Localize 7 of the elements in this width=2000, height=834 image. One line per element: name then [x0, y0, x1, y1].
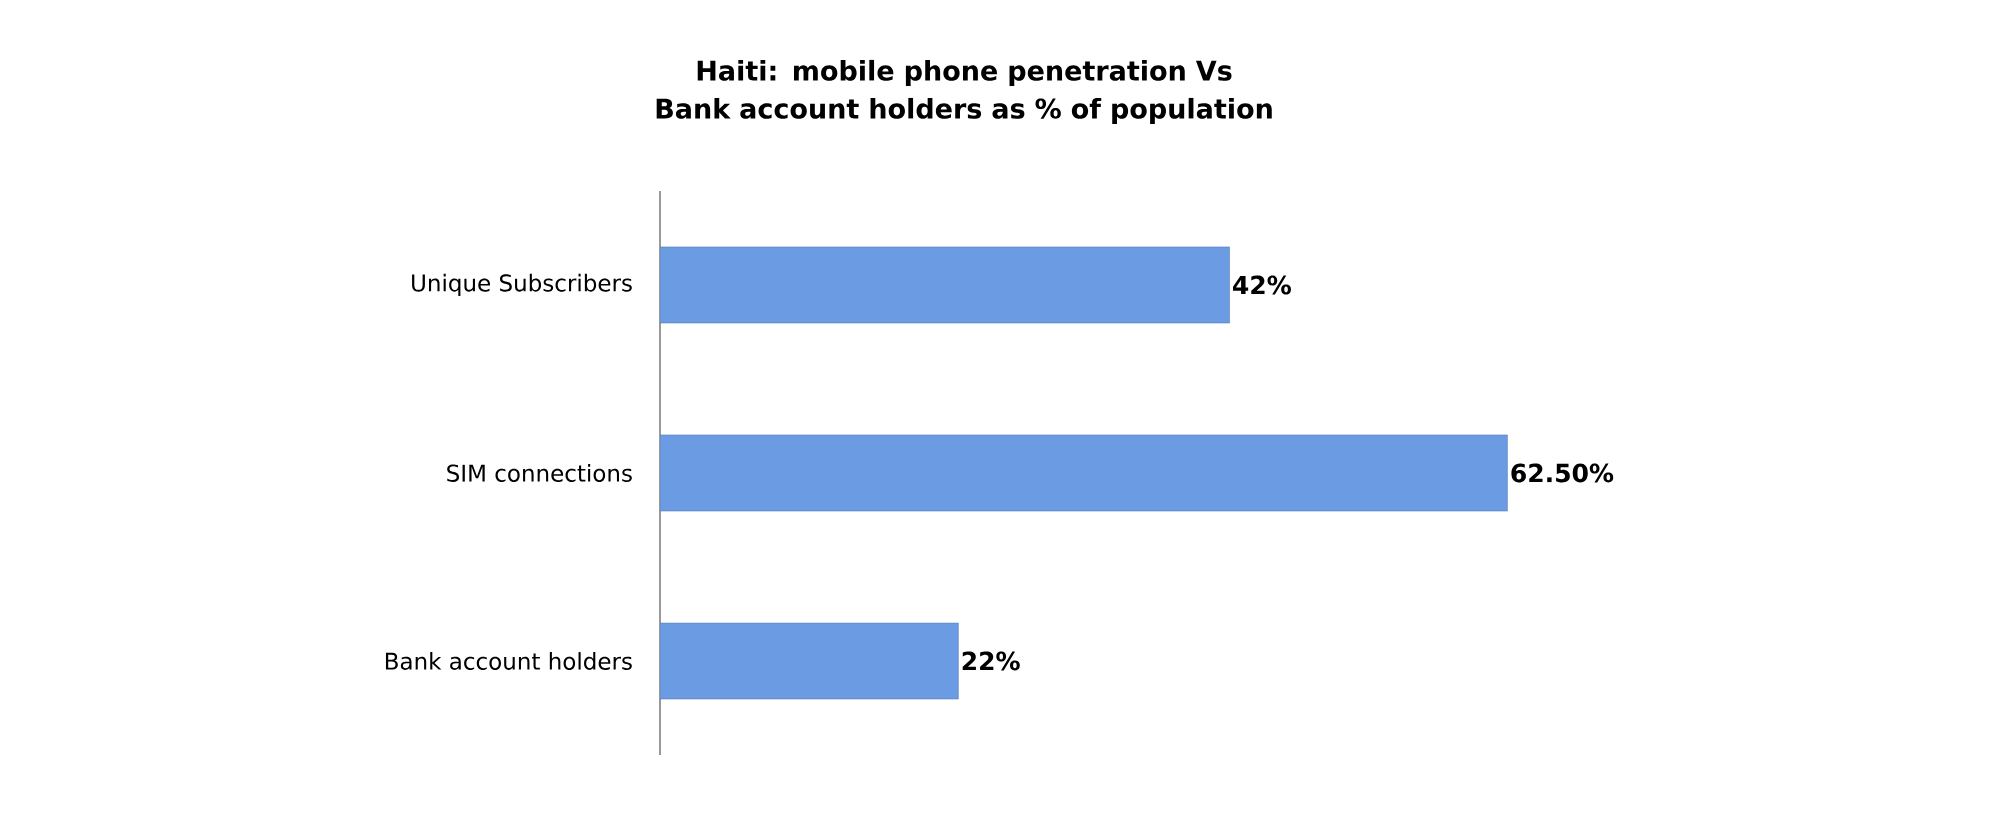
y-tick-label: SIM connections [447, 464, 632, 482]
chart-title: Haiti: mobile phone penetration Vs Bank account holders as % of population [656, 59, 1272, 125]
data-label: 22% [962, 651, 1020, 671]
data-label: 42% [1233, 275, 1291, 295]
y-tick-label: Bank account holders [385, 652, 632, 670]
data-label: 62.50% [1511, 463, 1614, 483]
y-tick-label: Unique Subscribers [412, 273, 632, 297]
